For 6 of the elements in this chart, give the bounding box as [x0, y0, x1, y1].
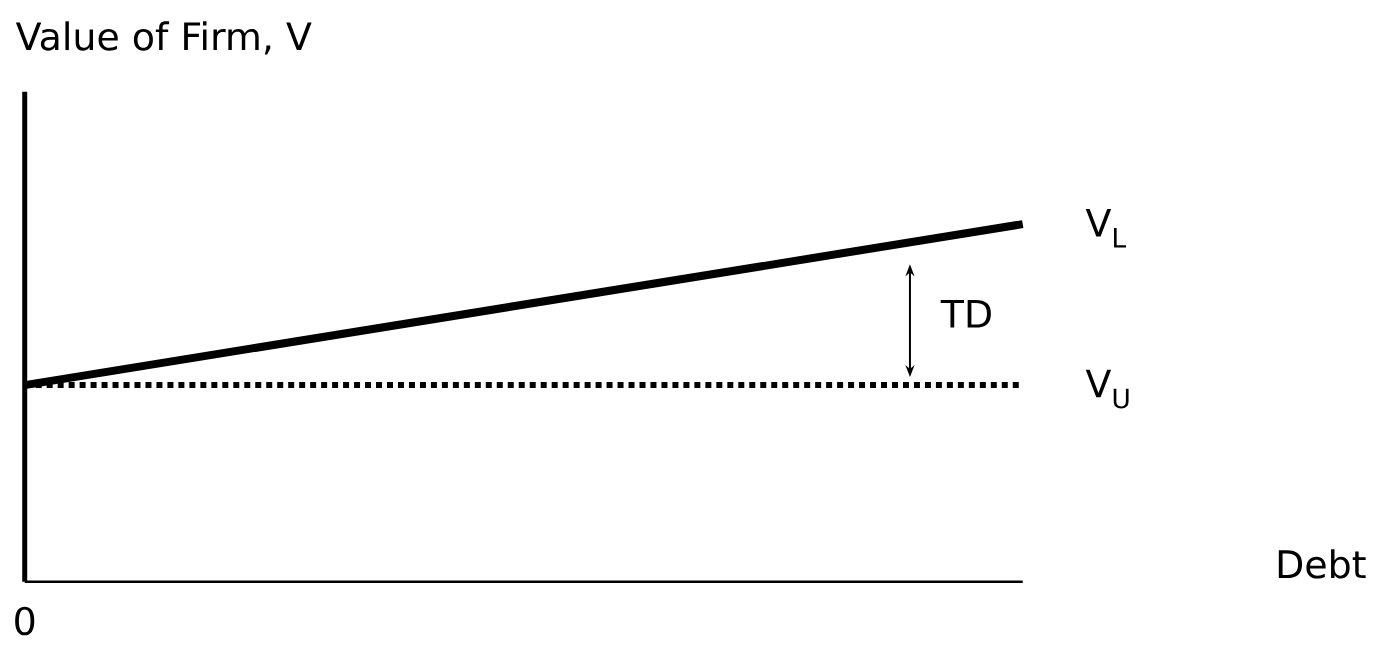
text: 0 [15, 606, 35, 636]
y-axis-title: Value of Firm, V [15, 21, 312, 55]
annotation: TD [940, 300, 991, 328]
series-label: V$_{U}$ [1085, 369, 1129, 409]
series-label: V$_{L}$ [1085, 209, 1127, 248]
x-axis-title: Debt [1278, 549, 1366, 579]
